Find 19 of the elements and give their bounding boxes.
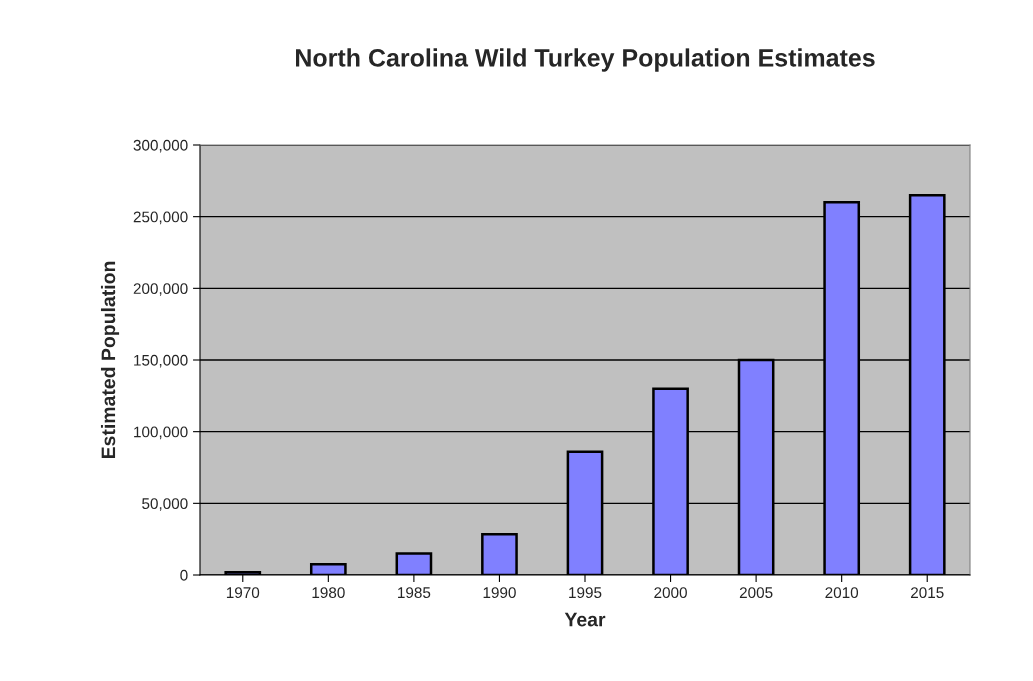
x-tick-label: 1990 [483,587,516,599]
x-tick-label: 2005 [739,587,773,599]
x-axis-title: Year [564,612,606,627]
x-tick-label: 1985 [398,587,431,599]
y-axis-title: Estimated Population [100,261,120,459]
y-tick-label: 50,000 [142,498,188,511]
y-tick-label: 100,000 [134,426,188,440]
x-tick-label: 2015 [911,587,944,599]
y-tick-label: 200,000 [133,283,188,296]
x-tick-label: 1980 [312,587,345,599]
x-tick-label: 1970 [226,587,260,599]
y-tick-label: 150,000 [134,354,188,368]
y-tick-label: 250,000 [133,211,188,225]
x-tick-label: 2000 [654,587,687,599]
x-tick-label: 2010 [825,587,859,599]
y-tick-label: 300,000 [133,139,188,153]
y-tick-label: 0 [180,569,188,581]
x-tick-label: 1995 [569,587,602,599]
chart-title: North Carolina Wild Turkey Population Estimates [296,48,875,72]
